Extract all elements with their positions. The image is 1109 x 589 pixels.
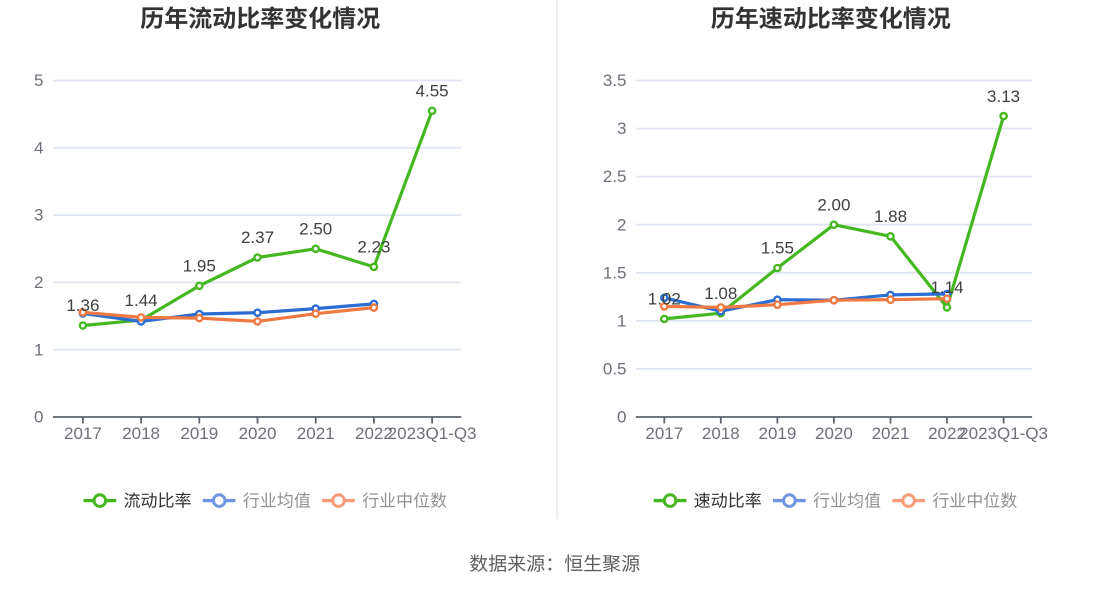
svg-text:2: 2: [34, 273, 43, 292]
svg-text:2019: 2019: [180, 424, 218, 443]
svg-text:2.37: 2.37: [241, 228, 274, 247]
svg-text:2.00: 2.00: [817, 195, 850, 214]
svg-text:1.88: 1.88: [874, 207, 907, 226]
svg-text:4.55: 4.55: [416, 82, 449, 101]
svg-text:2017: 2017: [645, 424, 683, 443]
svg-text:2.50: 2.50: [299, 219, 332, 238]
svg-text:2: 2: [617, 215, 626, 234]
svg-text:3.5: 3.5: [603, 71, 627, 90]
svg-text:2023Q1-Q3: 2023Q1-Q3: [388, 424, 477, 443]
svg-text:1.14: 1.14: [930, 278, 963, 297]
svg-text:2023Q1-Q3: 2023Q1-Q3: [959, 424, 1048, 443]
svg-text:3: 3: [617, 119, 626, 138]
svg-text:2022: 2022: [355, 424, 393, 443]
svg-text:0: 0: [34, 408, 43, 427]
svg-text:3: 3: [34, 206, 43, 225]
svg-text:1.36: 1.36: [66, 296, 99, 315]
svg-text:1: 1: [617, 312, 626, 331]
svg-text:1.02: 1.02: [648, 290, 681, 309]
svg-text:2021: 2021: [297, 424, 335, 443]
svg-text:2020: 2020: [815, 424, 853, 443]
svg-text:1.44: 1.44: [125, 291, 158, 310]
svg-text:4: 4: [34, 138, 43, 157]
svg-text:1: 1: [34, 340, 43, 359]
svg-text:2022: 2022: [928, 424, 966, 443]
svg-text:1.5: 1.5: [603, 263, 627, 282]
svg-text:5: 5: [34, 71, 43, 90]
svg-text:2021: 2021: [872, 424, 910, 443]
svg-text:2017: 2017: [64, 424, 102, 443]
svg-text:3.13: 3.13: [987, 87, 1020, 106]
svg-text:2018: 2018: [702, 424, 740, 443]
svg-text:2019: 2019: [758, 424, 796, 443]
svg-text:2018: 2018: [122, 424, 160, 443]
svg-text:2.5: 2.5: [603, 167, 627, 186]
svg-text:1.95: 1.95: [183, 257, 216, 276]
svg-text:1.55: 1.55: [761, 239, 794, 258]
svg-text:0: 0: [617, 408, 626, 427]
svg-text:0.5: 0.5: [603, 360, 627, 379]
svg-text:2020: 2020: [239, 424, 277, 443]
svg-text:2.23: 2.23: [357, 238, 390, 257]
svg-text:1.08: 1.08: [704, 284, 737, 303]
